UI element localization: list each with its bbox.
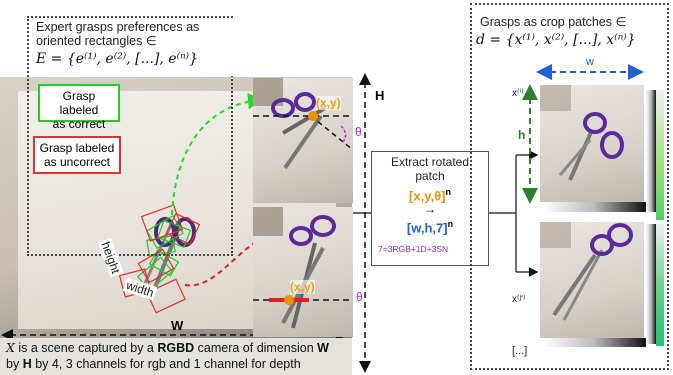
patch-xj-label: x⁽ʲ'⁾ xyxy=(512,294,526,305)
right-panel-formula: d = {x⁽¹⁾, x⁽²⁾, [...], x⁽ⁿ⁾} xyxy=(476,32,636,48)
crop-top-theta: θ xyxy=(355,125,362,139)
patch-xj-depth-edge xyxy=(542,338,646,347)
bottom-caption-line2: by H by 4, 3 channels for rgb and 1 chan… xyxy=(6,356,301,373)
caption-background xyxy=(30,18,234,76)
caption-w: W xyxy=(317,341,329,355)
patch-xi-image xyxy=(540,85,644,202)
arrow-uncorrect xyxy=(184,232,272,287)
patch-xi-label: x⁽ⁱ⁾ xyxy=(512,88,524,99)
extract-output-tuple: [w,h,7]n xyxy=(372,219,488,235)
caption-h: H xyxy=(22,357,32,371)
crop-top-xy: (x,y) xyxy=(316,96,341,110)
crop-bottom-theta: θ xyxy=(356,290,363,304)
caption-rgbd: RGBD xyxy=(157,341,195,355)
x-symbol: X xyxy=(6,340,15,355)
right-panel-title: Grasps as crop patches ∈ xyxy=(480,15,627,29)
expert-caption-line2: oriented rectangles ∈ xyxy=(36,34,157,48)
tuple-in: [x,y,θ] xyxy=(409,188,446,204)
extract-arrow: → xyxy=(424,202,436,217)
patch-stack-normal-2 xyxy=(656,224,664,346)
legend-correct-line2: as correct xyxy=(52,117,106,131)
bottom-caption-line1: X is a scene captured by a RGBD camera o… xyxy=(6,339,329,357)
crop-scissors-drawings xyxy=(253,92,353,329)
crop-patches-panel xyxy=(470,3,669,370)
caption-text-a: is a scene captured by a xyxy=(14,341,158,355)
legend-uncorrect: Grasp labeled as uncorrect xyxy=(33,136,121,174)
more-patches-label: [...] xyxy=(512,345,528,357)
caption-text-b: camera of dimension xyxy=(194,341,318,355)
tuple-out-power: n xyxy=(447,219,454,230)
expert-formula: E = {e⁽¹⁾, e⁽²⁾, [...], e⁽ⁿ⁾} xyxy=(36,51,199,67)
tuple-in-power: n xyxy=(445,187,451,197)
legend-correct: Grasp labeled as correct xyxy=(38,84,120,131)
patch-xi-depth-edge xyxy=(542,202,646,212)
legend-uncorrect-line2: as uncorrect xyxy=(43,155,111,169)
crop-bottom-xy: (x,y) xyxy=(290,280,315,294)
extract-title-line1: Extract rotated xyxy=(390,155,470,169)
h-label: H xyxy=(375,88,385,103)
patch-h-label: h xyxy=(518,128,526,142)
bottom-caption-bg xyxy=(0,338,352,375)
legend-correct-line1: Grasp labeled xyxy=(59,89,99,117)
extract-patch-box: Extract rotated patch [x,y,θ]n → [w,h,7]… xyxy=(371,151,489,266)
extract-input-tuple: [x,y,θ]n xyxy=(372,187,488,203)
patch-stack-depth-1 xyxy=(646,90,656,212)
patch-scissors-drawings xyxy=(552,112,633,321)
extract-title-line2: patch xyxy=(415,169,445,183)
arrow-correct xyxy=(171,93,264,216)
w-label: W xyxy=(171,318,184,333)
patch-stack-depth-2 xyxy=(646,224,656,344)
grasp-rects-uncorrect xyxy=(118,204,201,314)
expert-grasps-box xyxy=(27,16,233,256)
patch-w-label: w xyxy=(586,56,594,68)
patch-stack-normal-1 xyxy=(656,90,664,220)
expert-caption-line1: Expert grasps preferences as xyxy=(36,20,200,34)
caption-text-c: by xyxy=(6,357,23,371)
extract-footnote: 7=3RGB+1D+3SN xyxy=(378,243,449,254)
tuple-out: [w,h,7] xyxy=(406,220,448,236)
legend-uncorrect-line1: Grasp labeled xyxy=(39,141,115,155)
caption-text-d: by 4, 3 channels for rgb and 1 channel f… xyxy=(31,357,301,371)
